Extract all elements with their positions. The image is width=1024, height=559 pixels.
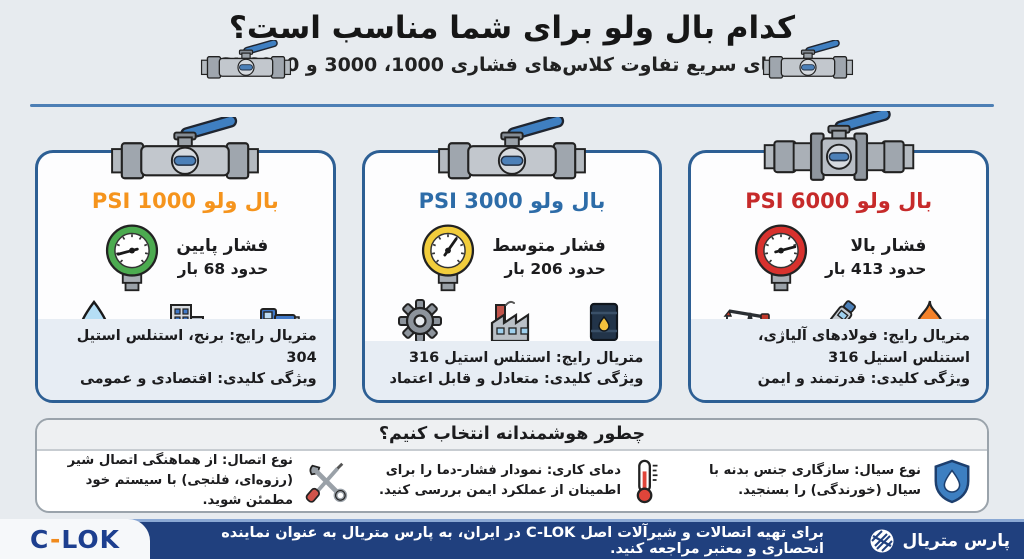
tip-text: نوع اتصال: از هماهنگی اتصال شیر (رزوه‌ای… (67, 453, 293, 508)
factory-icon (467, 299, 558, 343)
pressure-row: فشار متوسط حدود 206 بار (365, 221, 660, 293)
ball-valve-icon (433, 117, 591, 187)
card-title: بال ولو PSI 6000 (745, 189, 933, 213)
card-psi-3000: بال ولو PSI 3000 (361, 117, 663, 403)
feature-line: ویژگی کلیدی: متعادل و قابل اعتماد (389, 371, 644, 388)
page-subtitle: راهنمای سریع تفاوت کلاس‌های فشاری 1000، … (205, 54, 819, 76)
tools-icon (303, 458, 349, 504)
clok-logo: C-LOK (30, 524, 120, 554)
pressure-gauge-icon (751, 221, 811, 293)
card-title: بال ولو PSI 3000 (418, 189, 606, 213)
pressure-label: فشار پایین (176, 236, 269, 256)
clok-logo-tab: C-LOK (0, 519, 150, 559)
material-line: متریال رایج: برنج، استنلس استیل 304 (76, 327, 317, 366)
pressure-value: حدود 206 بار (504, 260, 606, 278)
footer-bar: C-LOK برای تهیه اتصالات و شیرآلات اصل C-… (0, 519, 1024, 559)
pressure-text: فشار پایین حدود 68 بار (176, 236, 268, 278)
card-psi-6000: بال ولو PSI 6000 (688, 111, 990, 403)
card-footer: متریال رایج: فولادهای آلیاژی، استنلس است… (691, 318, 987, 400)
tip-text: نوع سیال: سازگاری جنس بدنه با سیال (خورن… (709, 463, 921, 498)
brand: پارس متریال (869, 522, 1011, 559)
footer-text: برای تهیه اتصالات و شیرآلات اصل C-LOK در… (221, 524, 824, 557)
pressure-text: فشار متوسط حدود 206 بار (492, 236, 606, 278)
pressure-gauge-icon (102, 221, 162, 293)
feature-line: ویژگی کلیدی: قدرتمند و ایمن (757, 371, 971, 388)
pressure-label: فشار متوسط (492, 236, 606, 256)
tip-connection-type: نوع اتصال: از هماهنگی اتصال شیر (رزوه‌ای… (51, 451, 349, 510)
card-footer: متریال رایج: برنج، استنلس استیل 304 ویژگ… (38, 318, 333, 400)
card-footer: متریال رایج: استنلس استیل 316 ویژگی کلید… (364, 340, 660, 400)
ball-valve-icon (198, 40, 294, 84)
material-line: متریال رایج: استنلس استیل 316 (408, 349, 644, 366)
tip-fluid-type: نوع سیال: سازگاری جنس بدنه با سیال (خورن… (675, 458, 973, 504)
selection-tips-panel: چطور هوشمندانه انتخاب کنیم؟ نوع سیال: سا… (35, 418, 989, 513)
gear-icon (375, 299, 466, 343)
tip-operating-temperature: دمای کاری: نمودار فشار-دما را برای اطمین… (363, 458, 661, 504)
material-line: متریال رایج: فولادهای آلیاژی، استنلس است… (757, 327, 971, 366)
oil-barrel-icon (558, 299, 649, 343)
tips-body: نوع سیال: سازگاری جنس بدنه با سیال (خورن… (37, 451, 987, 511)
pressure-class-cards: بال ولو PSI 1000 (35, 111, 990, 403)
pressure-value: حدود 413 بار (824, 260, 927, 278)
thermometer-icon (631, 458, 661, 504)
flanged-ball-valve-icon (757, 111, 921, 187)
header-divider (30, 104, 994, 107)
card-psi-1000: بال ولو PSI 1000 (35, 117, 336, 403)
shield-drop-icon (931, 458, 973, 504)
feature-line: ویژگی کلیدی: اقتصادی و عمومی (79, 371, 317, 388)
ball-valve-icon (760, 40, 856, 84)
pressure-row: فشار بالا حدود 413 بار (691, 221, 986, 293)
pressure-text: فشار بالا حدود 413 بار (825, 236, 926, 278)
page-title: کدام بال ولو برای شما مناسب است؟ (228, 10, 796, 46)
pressure-value: حدود 68 بار (177, 260, 269, 278)
pressure-label: فشار بالا (850, 236, 927, 256)
tip-text: دمای کاری: نمودار فشار-دما را برای اطمین… (379, 463, 621, 498)
pressure-row: فشار پایین حدود 68 بار (38, 221, 333, 293)
card-title: بال ولو PSI 1000 (91, 189, 279, 213)
pars-material-diamond-icon (869, 528, 895, 554)
pressure-gauge-icon (418, 221, 478, 293)
header: کدام بال ولو برای شما مناسب است؟ راهنمای… (0, 10, 1024, 76)
ball-valve-icon (106, 117, 264, 187)
brand-name: پارس متریال (902, 530, 1011, 551)
tips-title: چطور هوشمندانه انتخاب کنیم؟ (37, 420, 987, 451)
